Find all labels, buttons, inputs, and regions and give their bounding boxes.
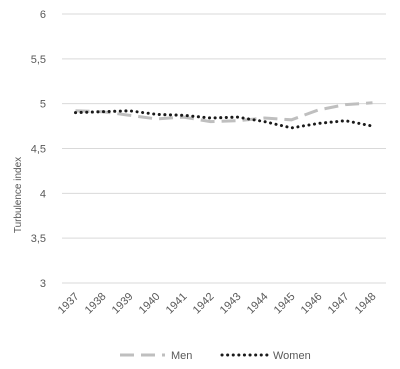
- x-tick-label: 1938: [83, 291, 109, 317]
- x-axis-ticks: 1937 1938 1939 1940 1941 1942 1943 1944 1945 1946…: [56, 291, 379, 317]
- x-tick-label: 1945: [272, 291, 298, 317]
- x-tick-label: 1941: [164, 291, 190, 317]
- x-tick-label: 1940: [137, 291, 163, 317]
- x-tick-label: 1946: [299, 291, 325, 317]
- y-tick-label: 4: [40, 188, 46, 200]
- x-tick-label: 1948: [353, 291, 379, 317]
- legend-label-women: Women: [273, 350, 311, 362]
- y-axis-title: Turbulence index: [13, 157, 24, 233]
- y-tick-label: 6: [40, 9, 46, 21]
- series-line-men: [75, 101, 373, 124]
- legend-label-men: Men: [171, 350, 192, 362]
- x-tick-label: 1944: [245, 291, 271, 317]
- y-axis-ticks: 3 3,5 4 4,5 5 5,5 6: [31, 9, 46, 290]
- y-tick-label: 3,5: [31, 233, 46, 245]
- x-tick-label: 1939: [110, 291, 136, 317]
- x-tick-label: 1943: [218, 291, 244, 317]
- y-tick-label: 4,5: [31, 144, 46, 156]
- y-tick-label: 5,5: [31, 54, 46, 66]
- x-tick-label: 1937: [56, 291, 82, 317]
- series-lines: [74, 101, 374, 130]
- y-tick-label: 5: [40, 99, 46, 111]
- y-tick-label: 3: [40, 278, 46, 290]
- legend: Men Women: [120, 350, 311, 362]
- gridlines: [62, 13, 386, 284]
- series-line-women: [74, 109, 374, 130]
- x-tick-label: 1947: [326, 291, 352, 317]
- x-tick-label: 1942: [191, 291, 217, 317]
